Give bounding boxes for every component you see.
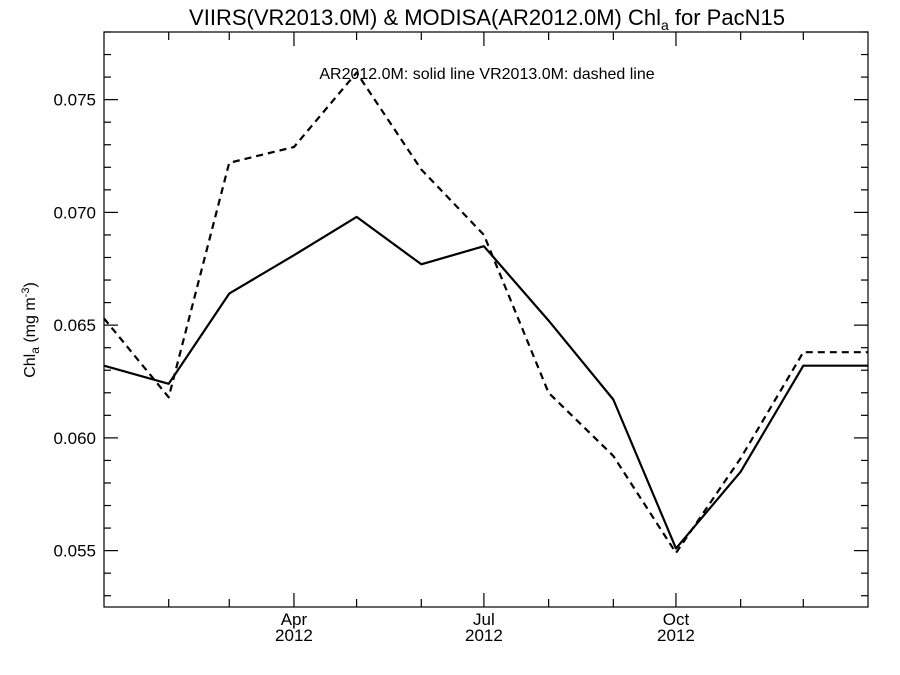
plot-frame	[103, 31, 869, 608]
x-tick-year-label: 2012	[275, 626, 313, 645]
x-tick-label: Jul	[473, 610, 495, 629]
series-line-solid	[103, 215, 868, 550]
x-tick-year-label: 2012	[657, 626, 695, 645]
y-axis-label-units: (mg m	[22, 297, 39, 347]
x-tick-label: Apr	[281, 610, 308, 629]
line-style-annotation: AR2012.0M: solid line VR2013.0M: dashed …	[319, 66, 654, 83]
chart-title-subscript: a	[661, 17, 669, 33]
x-tick-year-label: 2012	[465, 626, 503, 645]
y-axis-label-close: )	[22, 282, 39, 287]
y-axis-label-superscript: -3	[20, 288, 32, 298]
plot-area: Apr2012Jul2012Oct20120.0550.0600.0650.07…	[53, 31, 869, 645]
y-tick-label: 0.075	[53, 91, 96, 110]
y-axis-label-subscript: a	[28, 347, 42, 354]
y-tick-label: 0.055	[53, 542, 96, 561]
y-axis-label-main: Chl	[22, 354, 39, 378]
y-tick-label: 0.065	[53, 316, 96, 335]
y-tick-label: 0.060	[53, 429, 96, 448]
x-tick-label: Oct	[663, 610, 690, 629]
series-line-dashed	[103, 71, 868, 555]
chart-title: VIIRS(VR2013.0M) & MODISA(AR2012.0M) Chl…	[189, 5, 785, 33]
y-tick-label: 0.070	[53, 203, 96, 222]
chart-title-main: VIIRS(VR2013.0M) & MODISA(AR2012.0M) Chl	[189, 5, 661, 30]
y-axis-label: Chla (mg m-3)	[20, 282, 42, 378]
chart-title-suffix: for PacN15	[669, 5, 785, 30]
